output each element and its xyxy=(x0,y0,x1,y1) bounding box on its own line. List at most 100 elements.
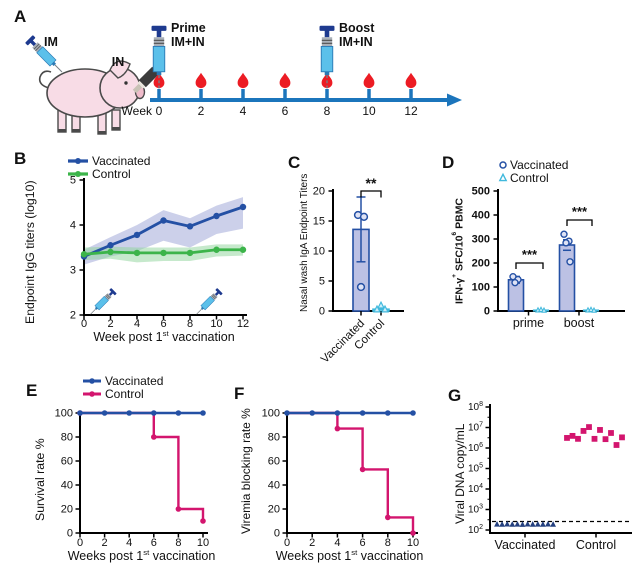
triangle-marker xyxy=(524,520,531,527)
vaccinated-point xyxy=(410,410,416,416)
syringe-handle xyxy=(109,288,117,296)
y-tick-label: 100 xyxy=(262,408,280,420)
pig-tail xyxy=(38,70,52,89)
vaccinated-point xyxy=(151,410,157,416)
tspan: 10 xyxy=(468,464,480,475)
x-tick-label: 0 xyxy=(284,537,290,549)
y-tick-label: 5 xyxy=(319,276,325,288)
triangle-marker xyxy=(587,306,595,313)
syringe-plunger xyxy=(210,293,218,301)
week-tick-label: 2 xyxy=(198,104,205,118)
significance-stars: *** xyxy=(572,204,588,219)
syringe-marker-icon xyxy=(196,288,223,315)
triangle-marker xyxy=(381,304,389,313)
data-point xyxy=(186,223,194,230)
blood-drop-icon xyxy=(405,72,417,89)
x-tick-label: 2 xyxy=(309,537,315,549)
y-tick-label: 108 xyxy=(468,401,483,413)
vaccinated-point xyxy=(77,410,83,416)
y-tick-label: 0 xyxy=(319,306,325,318)
y-tick-label: 80 xyxy=(61,432,73,444)
y-tick-label: 80 xyxy=(268,432,280,444)
control-point xyxy=(586,424,592,430)
panel-b-label: B xyxy=(14,149,27,168)
vaccinated-point xyxy=(126,410,132,416)
significance-bracket xyxy=(566,219,593,226)
syringe-barrel xyxy=(152,45,166,73)
pig-eye xyxy=(124,81,128,85)
y-tick-label: 20 xyxy=(268,504,280,516)
y-tick-label: 100 xyxy=(472,282,490,294)
pig-hoof xyxy=(58,129,66,132)
data-point xyxy=(160,249,167,257)
im-label: IM xyxy=(44,35,58,49)
tspan: 10 xyxy=(468,525,480,536)
vaccinated-point xyxy=(334,410,341,416)
y-tick-label: 100 xyxy=(55,408,73,420)
category-label: Control xyxy=(576,538,616,552)
tspan: 10 xyxy=(468,484,480,495)
control-point xyxy=(200,518,206,524)
y-tick-label: 15 xyxy=(313,216,325,228)
y-tick-label: 200 xyxy=(472,258,490,270)
panel-e-label: E xyxy=(26,381,38,400)
x-tick-label: 2 xyxy=(102,537,108,549)
y-tick-label: 400 xyxy=(472,210,490,222)
x-tick-label: 8 xyxy=(187,318,193,330)
y-tick-label: 20 xyxy=(313,186,325,198)
group-label: prime xyxy=(513,316,544,330)
y-tick-label: 300 xyxy=(472,234,490,246)
rect xyxy=(200,306,204,310)
syringe-needle xyxy=(54,64,63,73)
control-point xyxy=(619,434,625,441)
week-word-label: Week xyxy=(122,104,153,118)
control-step-line xyxy=(80,411,205,521)
panel-a-label: A xyxy=(14,7,27,26)
significance-bracket xyxy=(515,262,544,269)
triangle-marker xyxy=(373,304,381,313)
tspan: 5 xyxy=(479,463,483,470)
data-point xyxy=(133,231,141,239)
rect xyxy=(51,61,56,66)
boost-label: Boost xyxy=(339,21,375,35)
x-tick-label: 10 xyxy=(197,537,209,549)
panel-d-label: D xyxy=(442,153,455,172)
control-point xyxy=(359,466,366,473)
syringe-handle xyxy=(25,35,36,46)
triangle-marker xyxy=(537,306,545,313)
line xyxy=(212,294,217,299)
week-tick-label: 10 xyxy=(362,104,376,118)
y-tick-label: 5 xyxy=(70,175,76,187)
control-point xyxy=(151,434,157,440)
triangle-marker xyxy=(499,521,505,527)
vaccinated-point xyxy=(309,410,316,416)
data-point xyxy=(107,248,114,256)
control-point xyxy=(580,428,587,434)
vaccinated-point xyxy=(359,212,369,221)
panel-c-label: C xyxy=(288,153,301,172)
y-tick-label: 0 xyxy=(484,306,490,318)
syringe-needle xyxy=(196,308,202,315)
y-tick-label: 0 xyxy=(67,528,73,540)
pig-hoof xyxy=(98,131,106,134)
group-label: boost xyxy=(564,316,595,330)
data-point xyxy=(213,212,220,220)
legend-label: Control xyxy=(92,167,131,181)
vaccinated-point xyxy=(562,239,570,247)
rect xyxy=(132,84,142,94)
control-step-line xyxy=(287,411,415,533)
boost-route-label: IM+IN xyxy=(339,35,373,49)
circle xyxy=(89,391,95,397)
legend-label: Control xyxy=(510,171,549,185)
y-tick-label: 103 xyxy=(468,504,483,516)
tspan: 2 xyxy=(479,524,483,531)
x-tick-label: 6 xyxy=(151,537,157,549)
vaccinated-point xyxy=(200,410,206,416)
control-point xyxy=(334,425,341,432)
rect xyxy=(108,291,114,296)
rect xyxy=(94,306,98,310)
control-point xyxy=(591,435,598,442)
x-tick-label: 4 xyxy=(126,537,132,549)
